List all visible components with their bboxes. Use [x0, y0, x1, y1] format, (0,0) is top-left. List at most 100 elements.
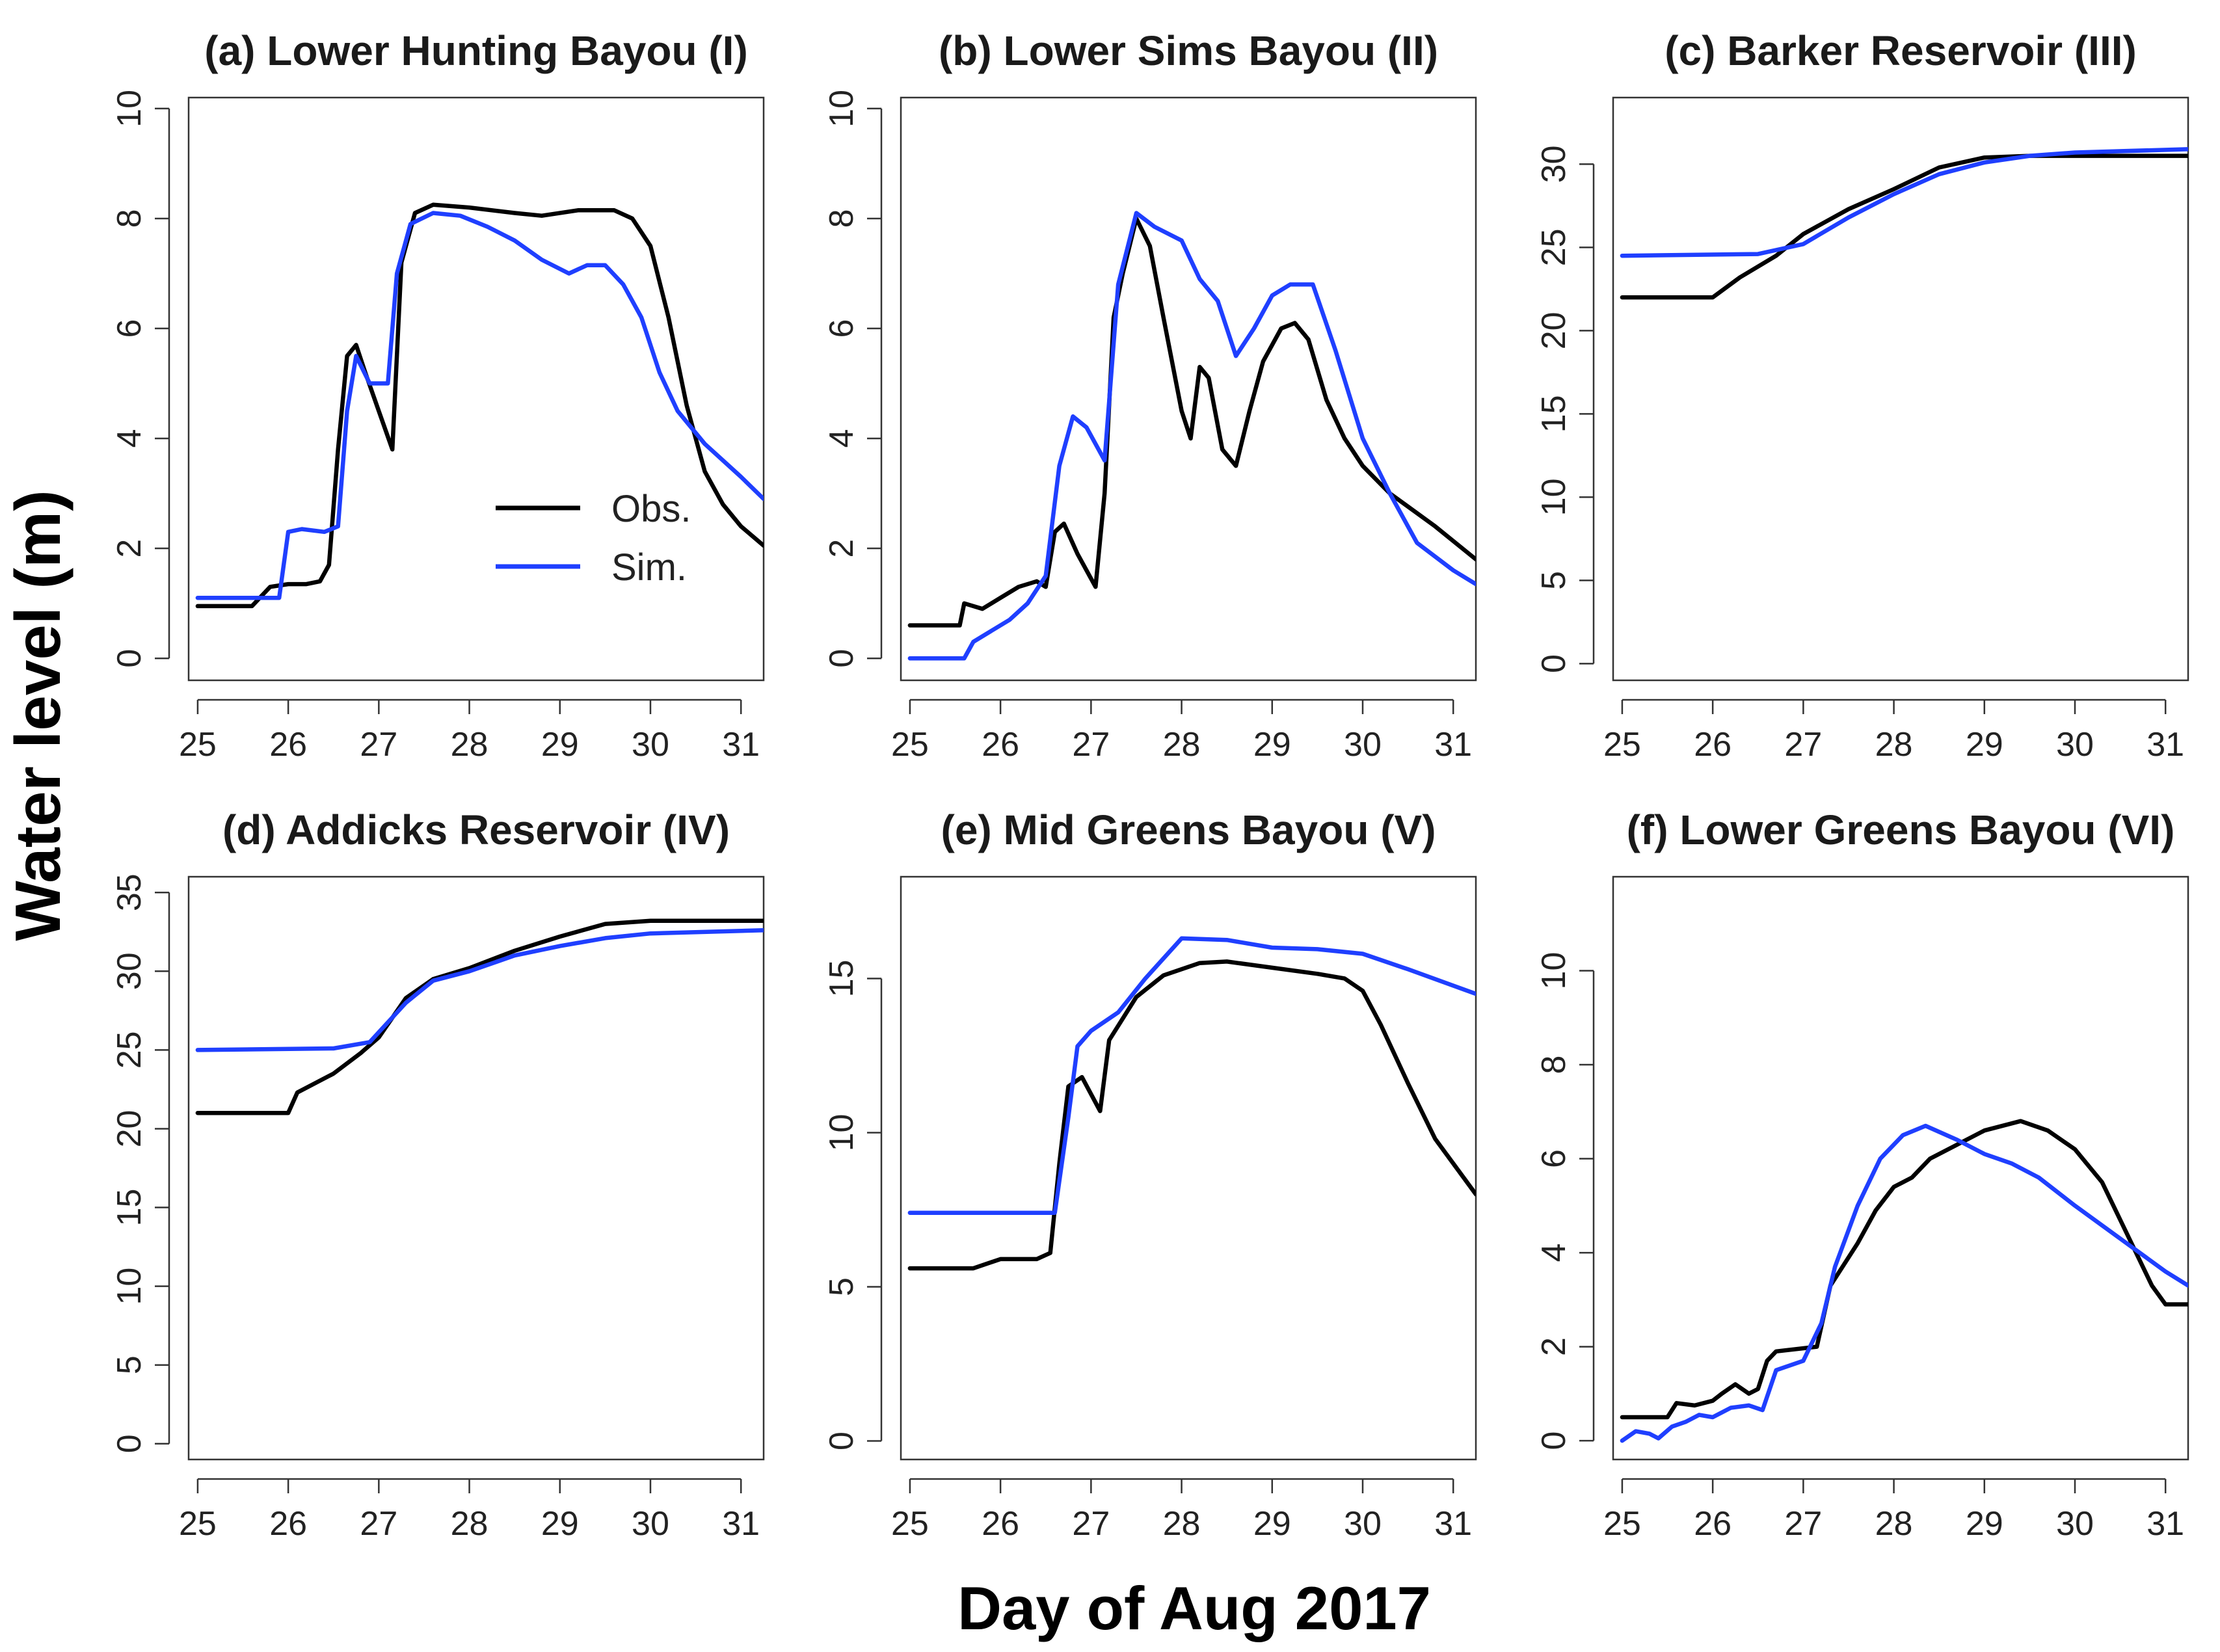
- y-tick-label: 25: [111, 1031, 148, 1069]
- x-tick-label: 30: [632, 726, 669, 764]
- plot-frame: [900, 875, 1477, 1461]
- panel-title: (b) Lower Sims Bayou (II): [939, 27, 1438, 74]
- y-tick-label: 6: [1535, 1149, 1573, 1168]
- panel-title: (f) Lower Greens Bayou (VI): [1627, 806, 2175, 853]
- series-sim-line: [195, 211, 764, 600]
- y-tick-label: 35: [111, 873, 148, 911]
- y-tick-label: 8: [823, 209, 861, 228]
- y-tick-label: 10: [111, 90, 148, 127]
- x-tick-label: 30: [1344, 1505, 1382, 1543]
- y-tick-label: 4: [111, 429, 148, 448]
- x-tick-label: 31: [1434, 1505, 1472, 1543]
- figure-x-axis-label: Day of Aug 2017: [957, 1574, 1431, 1642]
- x-tick-label: 28: [1875, 726, 1913, 764]
- x-tick-label: 26: [1694, 726, 1732, 764]
- series-obs-line: [195, 918, 764, 1115]
- y-tick-label: 8: [1535, 1056, 1573, 1074]
- x-tick-label: 29: [1253, 1505, 1291, 1543]
- y-tick-label: 10: [1535, 952, 1573, 990]
- x-tick-label: 29: [1966, 726, 2003, 764]
- series-obs-line: [907, 216, 1476, 628]
- x-tick-label: 31: [722, 1505, 760, 1543]
- x-tick-label: 28: [1163, 726, 1201, 764]
- x-tick-label: 31: [2146, 726, 2184, 764]
- x-tick-label: 26: [269, 726, 307, 764]
- x-tick-label: 26: [982, 1505, 1019, 1543]
- y-tick-label: 4: [823, 429, 861, 448]
- legend-obs-label: Obs.: [611, 488, 691, 530]
- x-tick-label: 31: [722, 726, 760, 764]
- x-tick-label: 30: [1344, 726, 1382, 764]
- x-tick-label: 29: [1253, 726, 1291, 764]
- y-tick-label: 0: [823, 649, 861, 668]
- x-tick-label: 29: [541, 726, 579, 764]
- y-tick-label: 0: [1535, 654, 1573, 673]
- x-tick-label: 30: [632, 1505, 669, 1543]
- y-tick-label: 6: [823, 319, 861, 338]
- plot-frame: [187, 96, 765, 682]
- x-tick-label: 27: [1784, 1505, 1822, 1543]
- y-tick-label: 4: [1535, 1244, 1573, 1262]
- y-tick-label: 30: [1535, 145, 1573, 183]
- series-obs-line: [1620, 1119, 2188, 1420]
- series-sim-line: [907, 211, 1476, 661]
- panels: (a) Lower Hunting Bayou (I)25 26 27 28 29 30 3…: [111, 27, 2189, 1543]
- y-tick-label: 2: [823, 539, 861, 558]
- legend-sim-label: Sim.: [611, 546, 687, 589]
- plot-frame: [900, 96, 1477, 682]
- legend: Obs. Sim.: [496, 488, 691, 589]
- x-tick-label: 30: [2056, 1505, 2094, 1543]
- y-tick-label: 8: [111, 209, 148, 228]
- y-tick-label: 2: [111, 539, 148, 558]
- y-tick-label: 30: [111, 952, 148, 990]
- y-tick-label: 10: [823, 1114, 861, 1152]
- y-tick-label: 0: [1535, 1432, 1573, 1450]
- x-tick-label: 29: [541, 1505, 579, 1543]
- panel-title: (e) Mid Greens Bayou (V): [941, 806, 1436, 853]
- figure-y-axis-label: Water level (m): [2, 490, 74, 940]
- plot-frame: [1612, 96, 2189, 682]
- x-tick-label: 27: [360, 726, 397, 764]
- y-tick-label: 25: [1535, 228, 1573, 266]
- x-tick-label: 29: [1966, 1505, 2003, 1543]
- x-tick-label: 25: [179, 726, 217, 764]
- y-tick-label: 0: [111, 649, 148, 668]
- panel-title: (c) Barker Reservoir (III): [1665, 27, 2137, 74]
- y-tick-label: 5: [823, 1277, 861, 1296]
- x-tick-label: 25: [891, 1505, 929, 1543]
- x-tick-label: 27: [1072, 1505, 1110, 1543]
- y-tick-label: 6: [111, 319, 148, 338]
- series-sim-line: [195, 928, 764, 1052]
- y-tick-label: 2: [1535, 1337, 1573, 1356]
- y-tick-label: 10: [823, 90, 861, 127]
- y-tick-label: 15: [111, 1189, 148, 1227]
- panel-1: (a) Lower Hunting Bayou (I)25 26 27 28 29 30 3…: [111, 27, 765, 764]
- x-tick-label: 25: [1603, 1505, 1641, 1543]
- y-tick-label: 10: [111, 1268, 148, 1305]
- y-tick-label: 10: [1535, 478, 1573, 516]
- y-tick-label: 5: [1535, 571, 1573, 590]
- panel-4: (d) Addicks Reservoir (IV) 25 26 27 28 29 30 31…: [111, 806, 765, 1543]
- x-tick-label: 31: [2146, 1505, 2184, 1543]
- panel-5: (e) Mid Greens Bayou (V) 25 26 27 28 29 30 31 0 5…: [823, 806, 1477, 1543]
- x-tick-label: 27: [360, 1505, 397, 1543]
- series-sim-line: [1620, 1123, 2188, 1443]
- x-tick-label: 26: [982, 726, 1019, 764]
- panel-6: (f) Lower Greens Bayou (VI)25 26 27 28 29 30 3…: [1535, 806, 2189, 1543]
- panel-title: (d) Addicks Reservoir (IV): [222, 806, 730, 853]
- y-tick-label: 20: [1535, 312, 1573, 349]
- series-sim-line: [907, 936, 1476, 1215]
- x-tick-label: 25: [179, 1505, 217, 1543]
- series-obs-line: [195, 202, 764, 609]
- y-tick-label: 0: [111, 1434, 148, 1453]
- panel-title: (a) Lower Hunting Bayou (I): [204, 27, 748, 74]
- x-tick-label: 27: [1784, 726, 1822, 764]
- x-tick-label: 26: [1694, 1505, 1732, 1543]
- plot-frame: [187, 875, 765, 1461]
- x-tick-label: 27: [1072, 726, 1110, 764]
- series-obs-line: [907, 959, 1476, 1271]
- plot-frame: [1612, 875, 2189, 1461]
- x-tick-label: 28: [1875, 1505, 1913, 1543]
- y-tick-label: 20: [111, 1110, 148, 1148]
